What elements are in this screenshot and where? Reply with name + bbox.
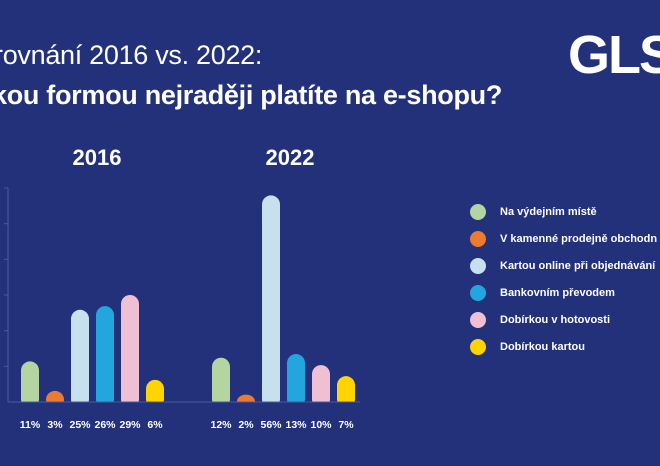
legend-swatch [470, 311, 486, 328]
value-label-2016-3: 25% [69, 419, 91, 431]
legend-label: Kartou online při objednávání [500, 259, 656, 272]
legend-label: Na výdejním místě [500, 205, 597, 218]
bar-2022-1 [212, 357, 230, 408]
bar-2022-6 [337, 376, 355, 408]
value-label-2022-4: 13% [285, 419, 307, 431]
legend-swatch [470, 284, 486, 301]
bar-2016-5 [121, 295, 139, 408]
bar-2022-3 [262, 195, 280, 408]
value-label-2022-2: 2% [238, 419, 254, 431]
value-label-2016-6: 6% [147, 419, 163, 431]
chart-subtitle: rovnání 2016 vs. 2022: [0, 40, 263, 70]
group-label-2022: 2022 [266, 145, 315, 170]
legend-swatch [470, 203, 486, 220]
bar-2016-1 [21, 361, 39, 408]
chart-title: kou formou nejraději platíte na e-shopu? [0, 80, 503, 110]
bar-2022-4 [287, 354, 305, 408]
legend-swatch [470, 230, 486, 247]
legend-item: Na výdejním místě [470, 198, 657, 225]
value-label-2016-2: 3% [47, 419, 63, 431]
legend-label: Dobírkou v hotovosti [500, 313, 610, 326]
bar-2016-6 [146, 379, 164, 408]
value-label-2022-6: 7% [338, 419, 354, 431]
chart-legend: Na výdejním místě V kamenné prodejně obch… [470, 198, 657, 360]
legend-item: Dobírkou v hotovosti [470, 306, 657, 333]
value-label-2022-5: 10% [310, 419, 332, 431]
bar-2016-3 [71, 309, 89, 408]
legend-swatch [470, 257, 486, 274]
value-label-2016-5: 29% [119, 419, 141, 431]
legend-swatch [470, 338, 486, 355]
value-label-2016-4: 26% [94, 419, 116, 431]
legend-item: Kartou online při objednávání [470, 252, 657, 279]
value-label-2016-1: 11% [20, 419, 41, 431]
legend-item: V kamenné prodejně obchodn [470, 225, 657, 252]
legend-label: Bankovním převodem [500, 286, 615, 299]
baseline-mask [8, 402, 360, 410]
legend-label: Dobírkou kartou [500, 340, 585, 353]
legend-label: V kamenné prodejně obchodn [500, 232, 658, 245]
gls-logo: GLS [568, 25, 660, 85]
value-label-2022-3: 56% [260, 419, 282, 431]
bar-2022-5 [312, 365, 330, 408]
bar-2016-4 [96, 306, 114, 408]
group-label-2016: 2016 [73, 145, 122, 170]
legend-item: Bankovním převodem [470, 279, 657, 306]
legend-item: Dobírkou kartou [470, 333, 657, 360]
value-label-2022-1: 12% [210, 419, 232, 431]
